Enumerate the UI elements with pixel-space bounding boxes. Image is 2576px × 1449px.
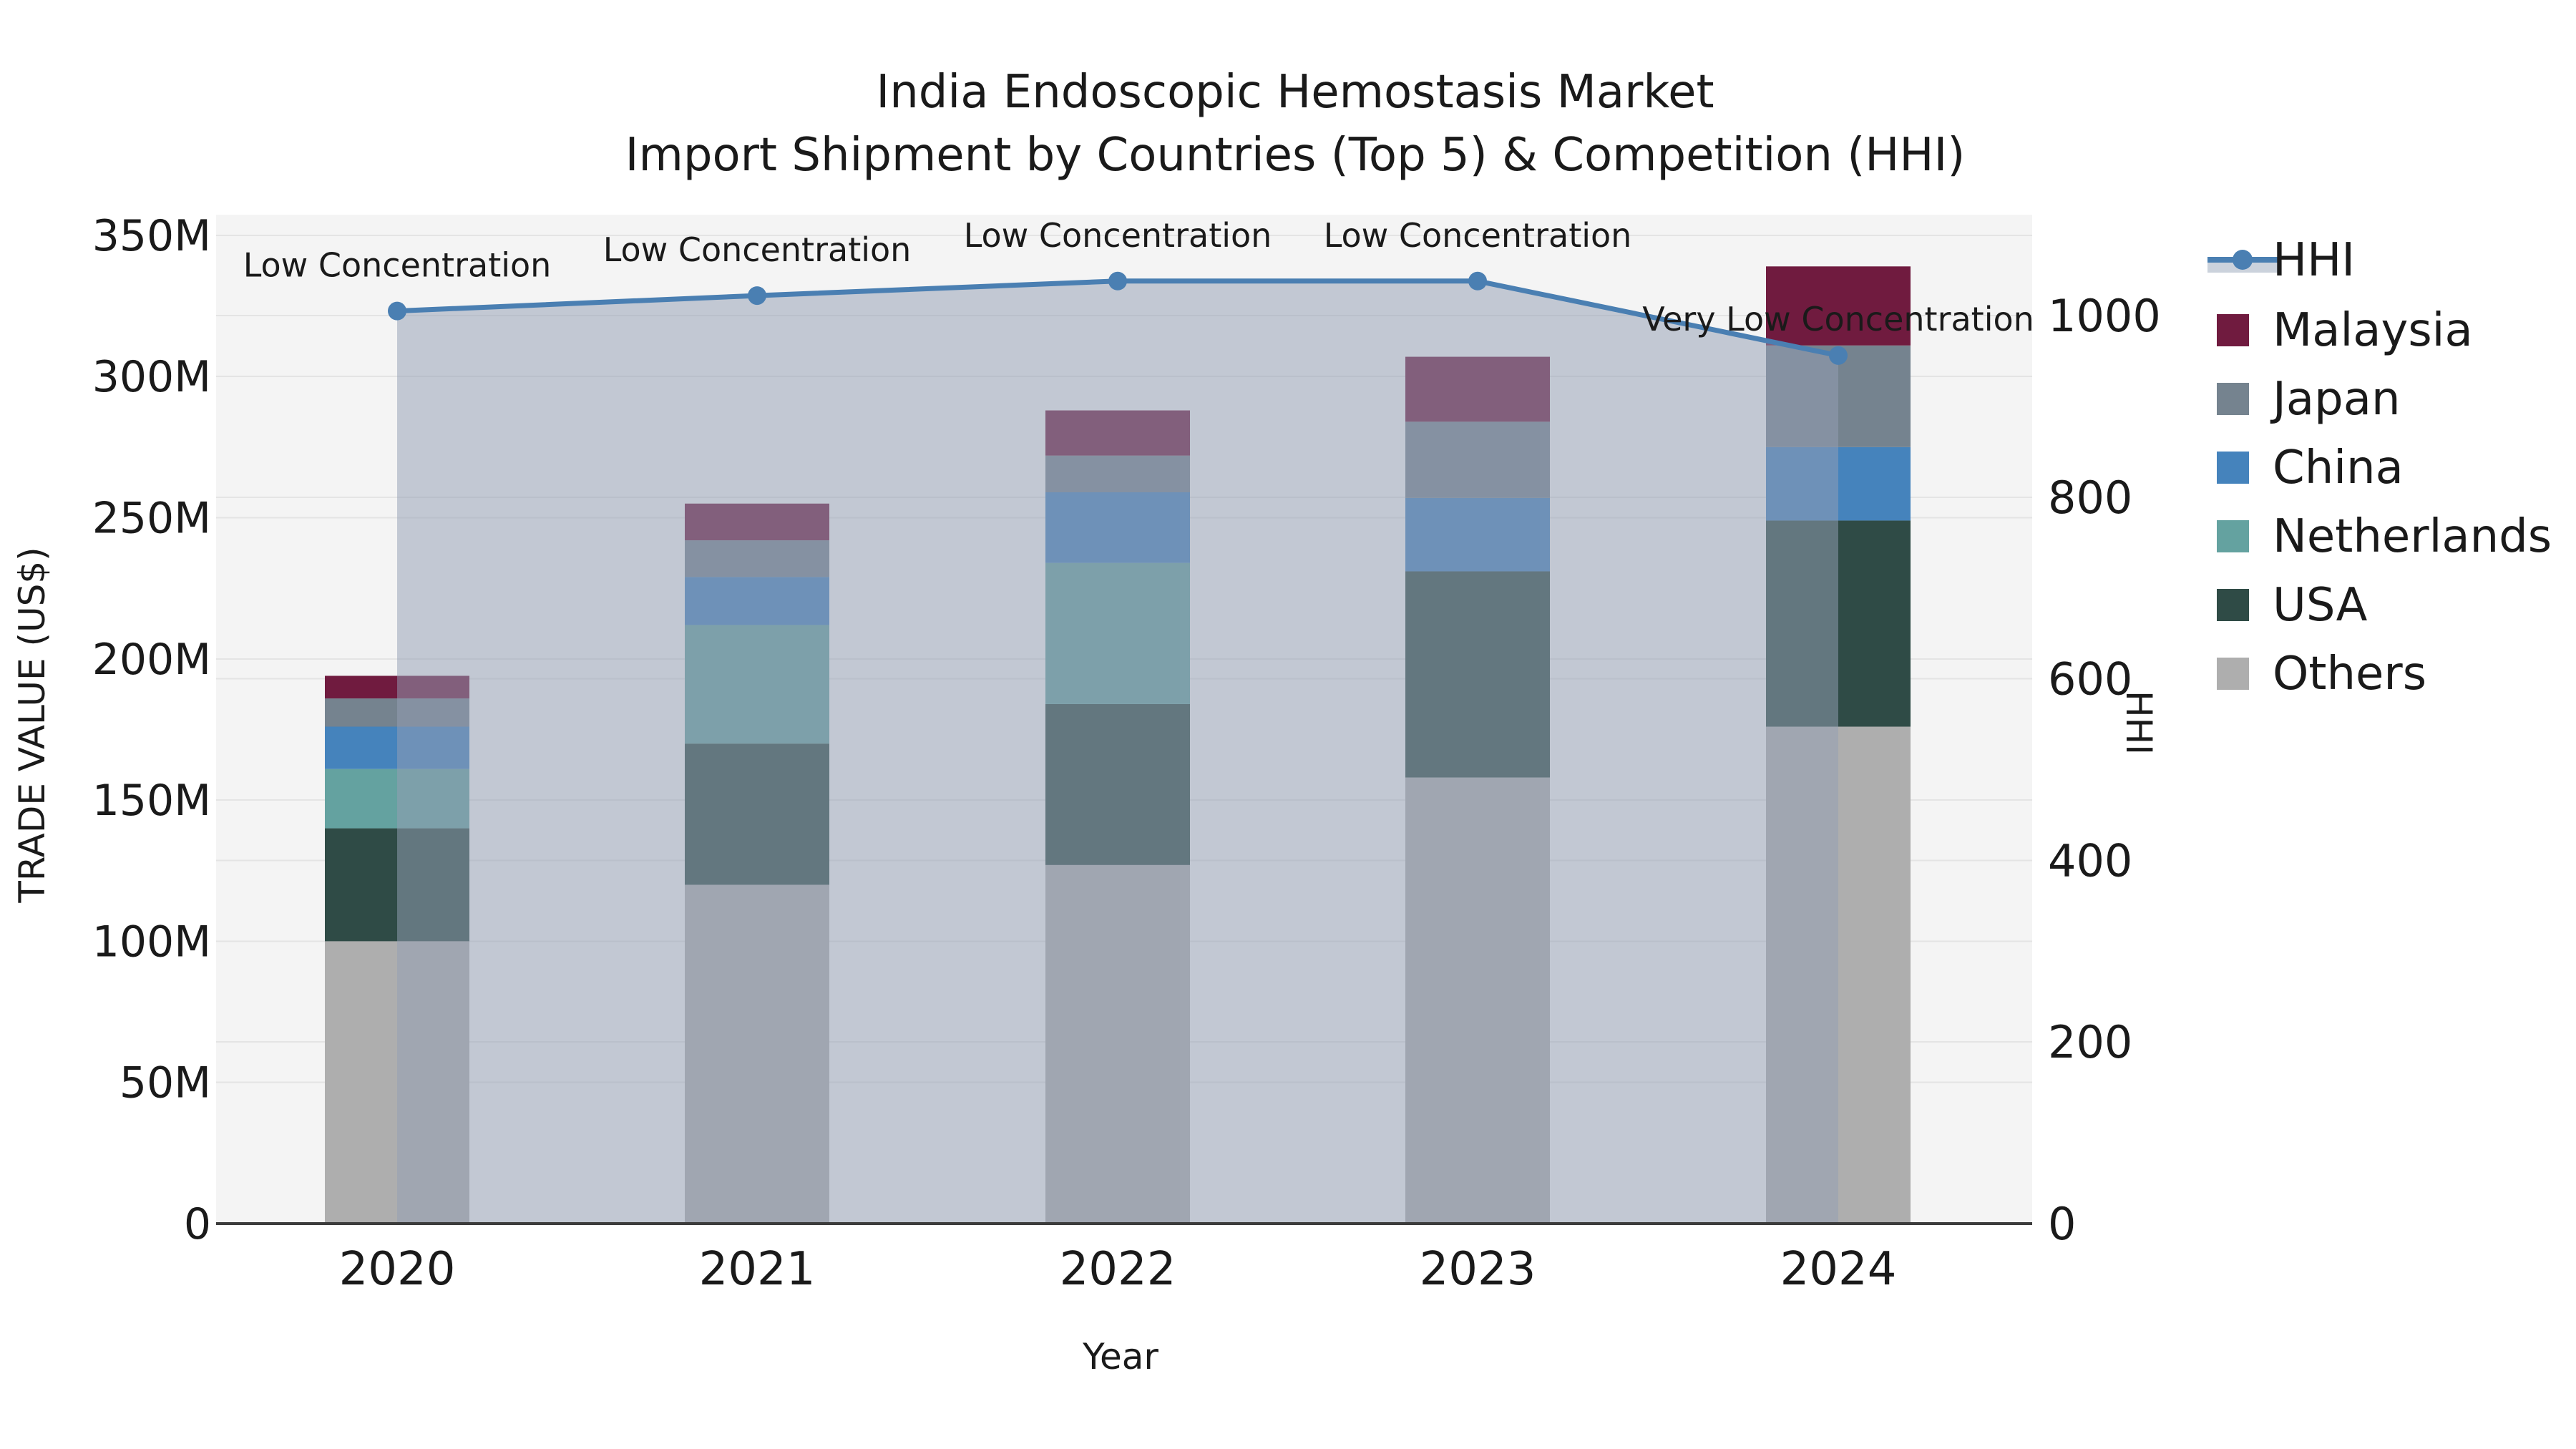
legend-label-china: China (2273, 441, 2404, 494)
annotation-2023: Low Concentration (1324, 216, 1632, 255)
x-tick-2021: 2021 (699, 1243, 816, 1296)
y-axis-left-tick-labels: 0 50M 100M 150M 200M 250M 300M 350M (92, 211, 211, 1249)
hhi-marker-2024 (1829, 346, 1848, 365)
chart-legend: HHI Malaysia Japan China Netherlands USA Other… (2207, 234, 2552, 701)
y-axis-right-tick-labels: 0 200 400 600 800 1000 (2048, 290, 2161, 1250)
x-tick-2020: 2020 (339, 1243, 456, 1296)
annotation-2024: Very Low Concentration (1642, 300, 2034, 338)
hhi-area-polygon (397, 280, 1838, 1224)
annotation-2022: Low Concentration (964, 216, 1272, 255)
y-left-tick-50M: 50M (119, 1058, 211, 1108)
x-axis-tick-labels: 2020 2021 2022 2023 2024 (339, 1243, 1897, 1296)
annotation-2021: Low Concentration (603, 230, 912, 269)
legend-label-usa: USA (2273, 579, 2368, 632)
legend-item-china: China (2217, 441, 2404, 494)
hhi-marker-2020 (388, 301, 406, 321)
y-left-tick-250M: 250M (92, 494, 211, 544)
concentration-annotations: Low Concentration Low Concentration Low Co… (243, 216, 2034, 338)
hhi-marker-2023 (1468, 271, 1487, 291)
y-right-tick-0: 0 (2048, 1198, 2076, 1250)
legend-swatch-malaysia (2217, 314, 2249, 346)
hhi-area-fill (397, 280, 1838, 1224)
y-right-tick-600: 600 (2048, 653, 2132, 706)
annotation-2020: Low Concentration (243, 246, 552, 285)
y-right-tick-800: 800 (2048, 472, 2132, 524)
bar-segment-2024-malaysia (1766, 266, 1911, 346)
chart-title-line2: Import Shipment by Countries (Top 5) & C… (625, 129, 1966, 182)
legend-item-usa: USA (2217, 579, 2368, 632)
y-axis-left-title: TRADE VALUE (US$) (11, 547, 53, 903)
legend-item-netherlands: Netherlands (2217, 510, 2552, 563)
chart-title-line1: India Endoscopic Hemostasis Market (876, 66, 1714, 119)
x-tick-2023: 2023 (1420, 1243, 1536, 1296)
legend-label-malaysia: Malaysia (2273, 304, 2473, 357)
hhi-marker-2022 (1108, 271, 1127, 291)
legend-swatch-others (2217, 658, 2249, 690)
legend-label-others: Others (2273, 648, 2426, 701)
y-left-tick-0: 0 (184, 1199, 211, 1249)
y-right-tick-1000: 1000 (2048, 290, 2161, 342)
legend-item-hhi: HHI (2207, 234, 2355, 287)
legend-label-hhi: HHI (2273, 234, 2355, 287)
hhi-line (388, 271, 1848, 365)
legend-label-netherlands: Netherlands (2273, 510, 2552, 563)
legend-item-japan: Japan (2217, 373, 2401, 426)
y-right-tick-400: 400 (2048, 834, 2132, 887)
hhi-marker-2021 (748, 286, 766, 306)
legend-swatch-netherlands (2217, 520, 2249, 552)
y-right-tick-200: 200 (2048, 1016, 2132, 1068)
legend-label-japan: Japan (2270, 373, 2401, 426)
y-left-tick-350M: 350M (92, 211, 211, 261)
legend-swatch-japan (2217, 383, 2249, 415)
legend-swatch-china (2217, 452, 2249, 484)
x-tick-2024: 2024 (1780, 1243, 1897, 1296)
x-tick-2022: 2022 (1060, 1243, 1176, 1296)
legend-swatch-usa (2217, 589, 2249, 621)
x-axis-title: Year (1082, 1336, 1158, 1377)
y-left-tick-150M: 150M (92, 776, 211, 826)
legend-item-malaysia: Malaysia (2217, 304, 2473, 357)
y-left-tick-200M: 200M (92, 635, 211, 685)
y-left-tick-100M: 100M (92, 917, 211, 967)
y-left-tick-300M: 300M (92, 352, 211, 402)
y-axis-right-title: HHI (2118, 691, 2160, 755)
legend-hhi-marker (2233, 250, 2253, 270)
legend-item-others: Others (2217, 648, 2426, 701)
